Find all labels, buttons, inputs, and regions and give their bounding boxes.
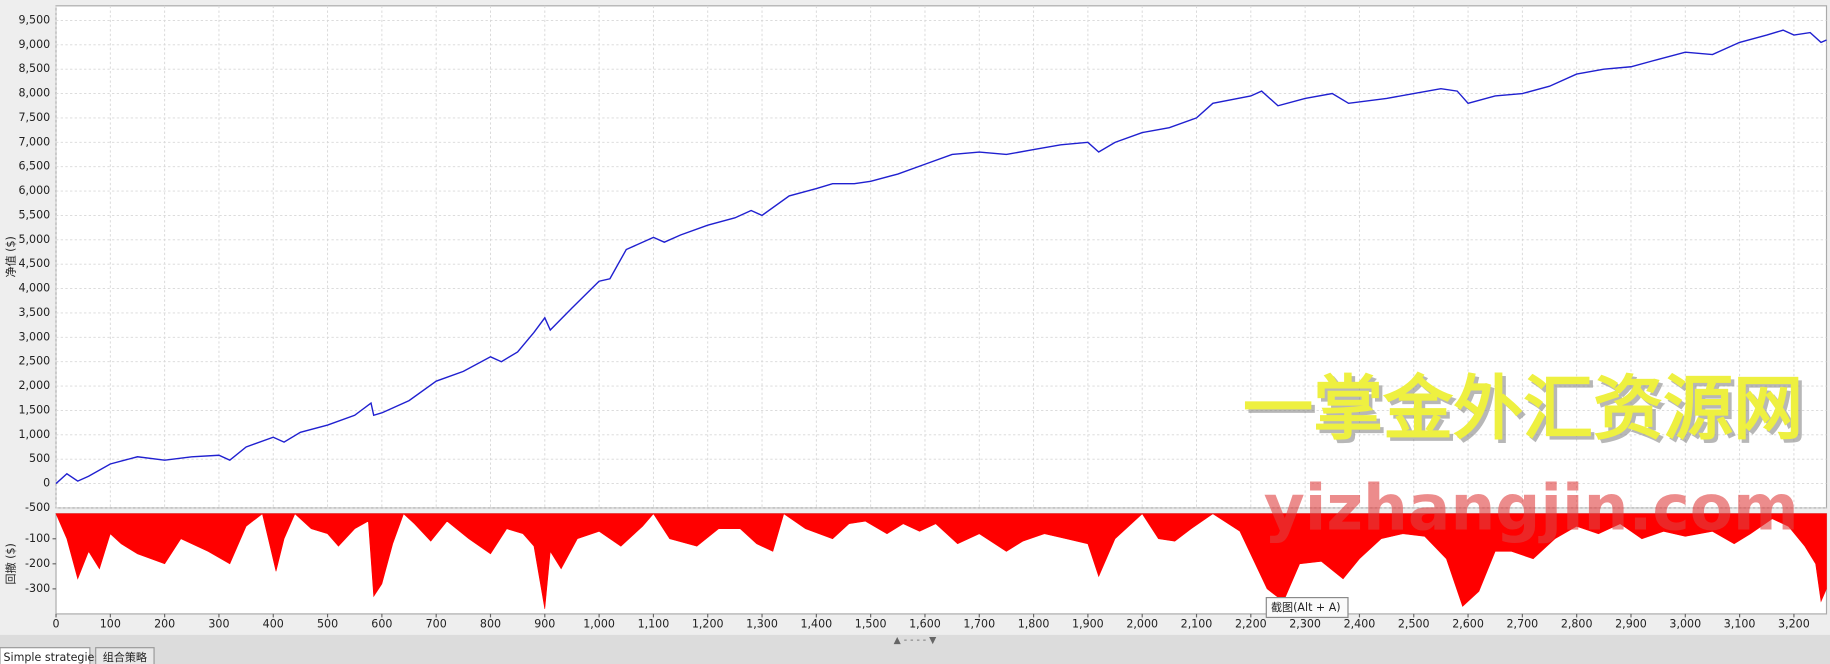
x-tick-label: 2,700 <box>1507 617 1539 630</box>
x-tick-label: 500 <box>317 617 338 630</box>
tab-label[interactable]: Simple strategies <box>4 651 101 664</box>
x-tick-label: 3,200 <box>1778 617 1810 630</box>
x-tick-label: 3,100 <box>1724 617 1756 630</box>
y-tick-label: 8,500 <box>18 62 50 75</box>
y-tick-label: 6,500 <box>18 160 50 173</box>
x-tick-label: 300 <box>208 617 229 630</box>
charts: -500 0 500 1,000 1,500 2,000 2,500 3,000 3,500 4,… <box>4 5 1827 630</box>
y-tick-label: 2,500 <box>18 355 50 368</box>
x-tick-label: 2,000 <box>1126 617 1158 630</box>
watermark: yizhangjin.com <box>1264 472 1799 545</box>
tab[interactable] <box>0 647 91 664</box>
x-tick-label: 1,900 <box>1072 617 1104 630</box>
y-tick-label: 6,000 <box>18 184 50 197</box>
x-tick-label: 400 <box>263 617 284 630</box>
tooltip-box <box>1265 597 1349 618</box>
x-tick-label: 1,400 <box>800 617 832 630</box>
y-tick-label: 9,000 <box>18 38 50 51</box>
x-tick-label: 200 <box>154 617 175 630</box>
x-tick-label: 1,700 <box>963 617 995 630</box>
x-tick-label: 1,100 <box>638 617 670 630</box>
y-tick-label: 1,000 <box>18 428 50 441</box>
x-tick-label: 2,400 <box>1344 617 1376 630</box>
x-tick-label: 2,300 <box>1289 617 1321 630</box>
x-tick-label: 1,500 <box>855 617 887 630</box>
y-tick-label: 9,500 <box>18 13 50 26</box>
x-tick-label: 2,100 <box>1181 617 1213 630</box>
y-tick-label: 500 <box>29 452 50 465</box>
x-tick-label: 1,200 <box>692 617 724 630</box>
y-tick-label: 7,500 <box>18 111 50 124</box>
x-tick-label: 2,200 <box>1235 617 1267 630</box>
y-tick-label: 4,500 <box>18 257 50 270</box>
x-tick-label: 1,600 <box>909 617 941 630</box>
y-tick-label: 3,500 <box>18 306 50 319</box>
drawdown-area <box>55 513 1827 609</box>
x-tick-label: 2,900 <box>1615 617 1647 630</box>
y-tick-label: 5,500 <box>18 208 50 221</box>
x-tick-label: 2,500 <box>1398 617 1430 630</box>
y-tick-label: 4,000 <box>18 282 50 295</box>
y-tick-label: 2,000 <box>18 379 50 392</box>
x-tick-label: 2,800 <box>1561 617 1593 630</box>
tab-label[interactable]: 组合策略 <box>103 650 147 664</box>
y-tick-label: 1,500 <box>18 403 50 416</box>
x-tick-label: 700 <box>426 617 447 630</box>
y-tick-label: -200 <box>25 557 50 570</box>
tab-bar <box>0 634 1830 664</box>
y-tick-label: -300 <box>25 582 50 595</box>
y-axis-title: 回撤 ($) <box>4 543 18 584</box>
x-tick-label: 2,600 <box>1452 617 1484 630</box>
x-tick-label: 800 <box>480 617 501 630</box>
x-tick-label: 1,300 <box>746 617 778 630</box>
x-tick-label: 0 <box>52 617 59 630</box>
y-tick-label: 3,000 <box>18 330 50 343</box>
x-tick-label: 900 <box>534 617 555 630</box>
y-tick-label: -100 <box>25 532 50 545</box>
y-tick-label: 7,000 <box>18 135 50 148</box>
y-tick-label: 5,000 <box>18 233 50 246</box>
tooltip: 截图(Alt + A) <box>1271 600 1341 614</box>
x-tick-label: 1,000 <box>583 617 615 630</box>
y-tick-label: -500 <box>25 501 50 514</box>
y-axis-title: 净值 ($) <box>4 236 18 277</box>
tab[interactable] <box>95 647 155 664</box>
x-tick-label: 3,000 <box>1669 617 1701 630</box>
watermark-shadow: 一掌金外汇资源网 <box>1246 372 1806 453</box>
equity-line <box>55 29 1827 485</box>
splitter[interactable]: ▲ - - - - ▼ <box>894 635 937 646</box>
x-tick-label: 100 <box>100 617 121 630</box>
y-tick-label: 0 <box>43 477 50 490</box>
y-tick-label: 8,000 <box>18 87 50 100</box>
x-tick-label: 1,800 <box>1018 617 1050 630</box>
x-tick-label: 600 <box>371 617 392 630</box>
equity-plot <box>55 5 1828 509</box>
watermark: 一掌金外汇资源网 <box>1243 369 1803 450</box>
